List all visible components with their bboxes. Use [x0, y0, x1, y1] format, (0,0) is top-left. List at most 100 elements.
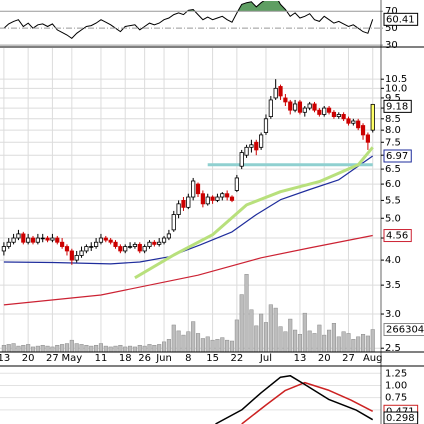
candle-body: [50, 237, 55, 241]
volume-bar: [317, 324, 322, 352]
volume-bar: [132, 346, 137, 352]
candle-body: [288, 101, 293, 111]
volume-bar: [186, 331, 191, 352]
candle-body: [356, 120, 361, 129]
x-tick-label: 13: [0, 353, 10, 364]
x-tick-label: 27: [342, 353, 355, 364]
volume-bar: [181, 334, 186, 352]
volume-bar: [273, 307, 278, 352]
x-tick-label: 18: [119, 353, 132, 364]
volume-bar: [6, 344, 11, 352]
candle-body: [93, 241, 99, 247]
candle-body: [137, 243, 142, 252]
candle-body: [186, 196, 191, 208]
volume-bar: [118, 344, 123, 352]
candle-body: [234, 177, 239, 191]
volume-bar: [336, 336, 341, 352]
candle-body: [6, 241, 11, 247]
x-tick-label: May: [61, 353, 82, 364]
volume-bar: [69, 339, 74, 352]
candle-body: [331, 111, 337, 118]
candle-body: [326, 107, 332, 113]
volume-bar: [234, 319, 239, 352]
candle-body: [195, 183, 201, 195]
moving-average: [134, 146, 374, 280]
candle-body: [225, 193, 230, 198]
moving-average: [3, 155, 374, 265]
plot-group: [0, 372, 381, 424]
candle-body: [210, 196, 215, 201]
y-tick-label: 3.5: [385, 280, 401, 291]
volume-bar: [94, 344, 99, 352]
volume-bar: [1, 344, 6, 352]
candle-body: [312, 103, 317, 111]
last-value-label: 0.298: [386, 413, 415, 424]
volume-bar: [30, 346, 36, 352]
rsi-tick-label: 30: [385, 40, 398, 51]
candle-body: [317, 109, 322, 115]
candle-body: [161, 237, 167, 243]
candle-body: [283, 97, 288, 103]
x-tick-label: Jul: [259, 353, 272, 364]
y-tick-label: 2.5: [385, 343, 401, 354]
volume-bar: [35, 345, 40, 352]
volume-bar: [322, 334, 327, 352]
y-tick-label: 6.5: [385, 164, 401, 175]
volume-bar: [157, 344, 162, 352]
volume-bar: [346, 333, 351, 352]
candle-body: [200, 193, 205, 205]
last-value-label: 60.41: [386, 14, 415, 25]
volume-bar: [278, 326, 283, 352]
volume-bar: [161, 341, 167, 352]
last-value-box: [383, 99, 412, 113]
x-tick-label: 20: [22, 353, 35, 364]
volume-bar: [98, 343, 104, 352]
volume-bar: [103, 345, 108, 352]
candle-body: [254, 141, 259, 151]
candle-body: [278, 86, 283, 97]
candle-body: [40, 237, 45, 240]
volume-bar: [40, 344, 45, 352]
volume-bar: [244, 274, 249, 352]
volume-bar: [79, 344, 84, 352]
volume-bar: [356, 336, 361, 352]
y-tick-label: 7.5: [385, 137, 401, 148]
x-tick-label: Aug: [363, 353, 383, 364]
candle-body: [259, 134, 264, 148]
volume-bar: [128, 345, 133, 352]
volume-bar: [45, 345, 50, 352]
volume-bar: [259, 313, 264, 352]
volume-bar: [16, 345, 21, 352]
volume-bar: [312, 333, 317, 352]
candle-body: [35, 237, 40, 243]
macd-line: [215, 374, 374, 424]
volume-bar: [166, 339, 171, 352]
last-value-label: 6.97: [386, 151, 408, 162]
candle-body: [181, 200, 186, 208]
rsi-fill: [187, 1, 287, 12]
candle-body: [360, 125, 366, 136]
y-tick-label: 8.5: [385, 114, 401, 125]
volume-bar: [370, 329, 375, 352]
volume-bar: [283, 331, 288, 352]
candle-body: [336, 114, 341, 118]
candle-body: [263, 118, 269, 133]
volume-bar: [293, 329, 298, 352]
volume-bar: [123, 346, 128, 352]
y-tick-label: 5.0: [385, 213, 401, 224]
candle-body: [21, 233, 26, 243]
volume-bar: [60, 344, 65, 352]
candle-body: [132, 243, 138, 247]
candle-body: [157, 241, 162, 245]
x-tick-label: Jun: [155, 353, 172, 364]
volume-bar: [229, 340, 235, 352]
plot-group: [3, 1, 374, 40]
candle-body: [11, 237, 16, 243]
volume-bar: [11, 343, 16, 352]
volume-bar: [263, 322, 269, 352]
candle-body: [341, 114, 346, 120]
volume-bar: [200, 338, 205, 352]
volume-bar: [26, 344, 31, 352]
volume-bar: [254, 325, 259, 352]
moving-average: [3, 234, 373, 306]
